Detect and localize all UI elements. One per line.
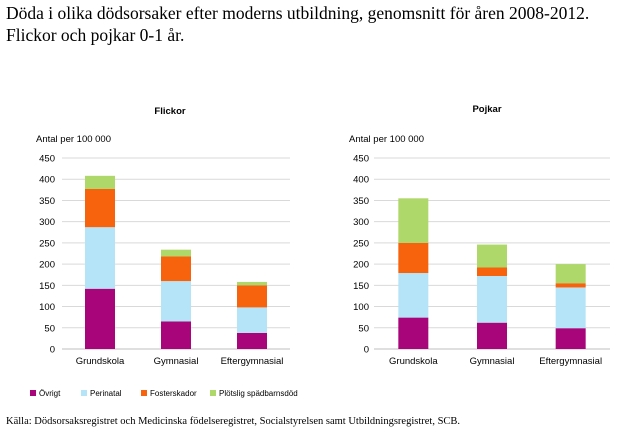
bar-segment <box>161 249 191 257</box>
y-tick-label: 350 <box>353 196 369 207</box>
x-tick-label: Grundskola <box>389 356 438 367</box>
bar-segment <box>398 242 429 274</box>
y-tick-label: 100 <box>39 302 55 313</box>
y-tick-label: 200 <box>39 260 55 271</box>
y-tick-label: 0 <box>50 345 55 356</box>
x-tick-label: Eftergymnasial <box>539 356 602 367</box>
y-tick-label: 150 <box>39 281 55 292</box>
chart-title: Pojkar <box>472 104 501 115</box>
legend-label: Fosterskador <box>150 389 197 398</box>
bar-segment <box>477 244 507 268</box>
bar-segment <box>555 287 586 329</box>
heading-line-1: Döda i olika dödsorsaker efter moderns u… <box>6 3 590 23</box>
bar-segment <box>398 273 429 318</box>
legend-swatch <box>81 390 87 396</box>
y-tick-label: 300 <box>39 217 55 228</box>
y-tick-label: 0 <box>364 345 369 356</box>
x-tick-label: Eftergymnasial <box>221 356 284 367</box>
y-axis-label: Antal per 100 000 <box>349 134 424 145</box>
legend-label: Perinatal <box>90 389 122 398</box>
y-tick-label: 450 <box>39 154 55 165</box>
bar-segment <box>85 288 115 349</box>
bar-segment <box>477 322 507 349</box>
bar-segment <box>161 321 191 349</box>
chart-title: Flickor <box>154 106 185 117</box>
heading-line-2: Flickor och pojkar 0-1 år. <box>6 25 185 45</box>
legend-label: Plötslig spädbarnsdöd <box>219 389 298 398</box>
bar-segment <box>85 188 115 228</box>
x-tick-label: Grundskola <box>76 356 125 367</box>
y-tick-label: 250 <box>353 238 369 249</box>
bar-segment <box>477 275 507 323</box>
y-tick-label: 400 <box>353 175 369 186</box>
bar-segment <box>555 283 586 288</box>
y-axis-label: Antal per 100 000 <box>36 134 111 145</box>
bar-segment <box>237 281 267 286</box>
bar-segment <box>85 227 115 289</box>
x-tick-label: Gymnasial <box>470 356 515 367</box>
bar-segment <box>161 281 191 322</box>
bar-segment <box>477 267 507 276</box>
y-tick-label: 150 <box>353 281 369 292</box>
legend-swatch <box>210 390 216 396</box>
bar-segment <box>398 317 429 349</box>
bar-segment <box>555 328 586 349</box>
bar-segment <box>237 285 267 308</box>
y-tick-label: 50 <box>44 323 55 334</box>
y-tick-label: 350 <box>39 196 55 207</box>
y-tick-label: 300 <box>353 217 369 228</box>
page-heading: Döda i olika dödsorsaker efter moderns u… <box>6 2 636 46</box>
y-tick-label: 200 <box>353 260 369 271</box>
y-tick-label: 400 <box>39 175 55 186</box>
bar-segment <box>398 198 429 243</box>
y-tick-label: 100 <box>353 302 369 313</box>
legend-swatch <box>30 390 36 396</box>
bar-segment <box>237 307 267 333</box>
legend-swatch <box>141 390 147 396</box>
bar-segment <box>555 264 586 284</box>
legend-label: Övrigt <box>39 389 61 398</box>
bar-segment <box>161 256 191 282</box>
bar-segment <box>237 332 267 349</box>
y-tick-label: 50 <box>358 323 369 334</box>
source-note: Källa: Dödsorsaksregistret och Medicinsk… <box>6 416 461 427</box>
x-tick-label: Gymnasial <box>154 356 199 367</box>
y-tick-label: 250 <box>39 238 55 249</box>
bar-segment <box>85 175 115 189</box>
y-tick-label: 450 <box>353 154 369 165</box>
